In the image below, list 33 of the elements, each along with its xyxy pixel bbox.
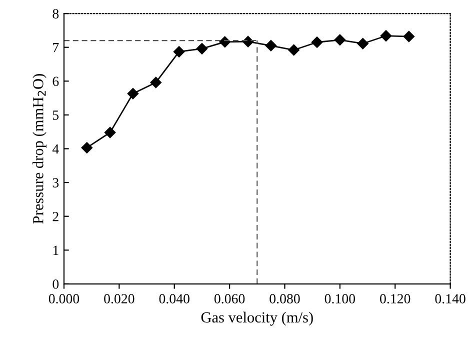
- point: [173, 46, 185, 58]
- x-tick-label: 0.120: [380, 294, 410, 304]
- x-tick-label: 0.080: [270, 294, 300, 304]
- y-tick-label: 0: [52, 280, 59, 289]
- x-tick-label: 0.060: [214, 294, 245, 304]
- y-tick-label: 1: [53, 246, 58, 255]
- point: [334, 34, 346, 46]
- x-tick-label: 0.000: [48, 294, 80, 304]
- x-tick-label: 0.020: [104, 294, 134, 304]
- point: [403, 30, 415, 42]
- point: [127, 88, 139, 100]
- point: [357, 38, 368, 50]
- point: [150, 76, 162, 88]
- point: [219, 36, 230, 48]
- y-tick-label: 7: [53, 43, 59, 52]
- point: [265, 40, 277, 52]
- y-tick-label: 4: [52, 144, 59, 154]
- y-tick-label: 6: [52, 76, 59, 86]
- x-tick-label: 0.040: [159, 294, 190, 304]
- y-tick-label: 8: [52, 9, 59, 18]
- point: [104, 126, 116, 138]
- point: [311, 36, 323, 48]
- point: [288, 44, 300, 56]
- point: [81, 142, 92, 154]
- y-axis-title: Pressure drop (mmH$_{2}$O): [32, 74, 46, 224]
- x-tick-label: 0.100: [324, 294, 356, 304]
- y-tick-label: 3: [52, 178, 59, 188]
- point: [196, 43, 208, 54]
- x-tick-label: 0.140: [435, 294, 466, 304]
- y-tick-label: 2: [52, 212, 58, 222]
- x-axis-title: Gas velocity (m/s): [201, 312, 313, 326]
- point: [380, 30, 392, 42]
- y-tick-label: 5: [52, 110, 59, 120]
